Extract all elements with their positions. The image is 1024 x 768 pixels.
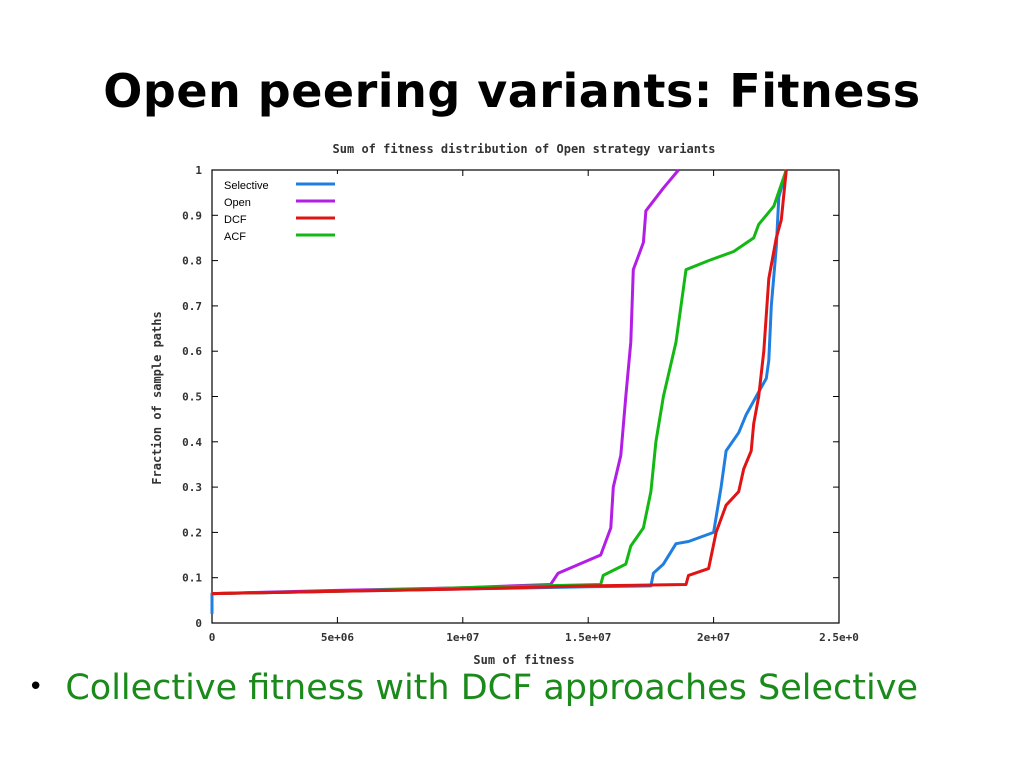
x-tick-label: 2.5e+0 <box>819 631 859 644</box>
x-tick-label: 5e+06 <box>321 631 354 644</box>
slide-title: Open peering variants: Fitness <box>103 64 921 118</box>
y-tick-label: 0.7 <box>182 300 202 313</box>
chart-title: Sum of fitness distribution of Open stra… <box>333 142 716 156</box>
x-tick-label: 1e+07 <box>446 631 479 644</box>
y-tick-label: 0.1 <box>182 572 202 585</box>
bullet-dot-icon: • <box>28 672 44 702</box>
y-tick-label: 0.4 <box>182 436 202 449</box>
legend-label: ACF <box>224 231 246 243</box>
y-axis-label: Fraction of sample paths <box>150 311 164 484</box>
legend-label: Open <box>224 197 251 209</box>
series-line-acf <box>211 169 788 596</box>
legend: Selective Open DCF ACF <box>219 174 341 243</box>
y-tick-label: 0.3 <box>182 481 202 494</box>
x-tick-label: 0 <box>209 631 216 644</box>
axis-ticks: 0 5e+06 1e+07 1.5e+07 2e+07 2.5e+0 0 0.1 0.2 0.3 0… <box>182 164 859 644</box>
x-axis-label: Sum of fitness <box>473 653 574 667</box>
y-tick-label: 0.2 <box>182 526 202 539</box>
y-tick-label: 1 <box>195 164 202 177</box>
series-lines <box>210 169 788 614</box>
x-tick-label: 1.5e+07 <box>565 631 611 644</box>
y-tick-label: 0.9 <box>182 209 202 222</box>
series-line-dcf <box>211 169 788 596</box>
y-tick-label: 0.5 <box>182 391 202 404</box>
bullet-point: • Collective fitness with DCF approaches … <box>28 668 1008 708</box>
legend-label: DCF <box>224 214 247 226</box>
x-tick-label: 2e+07 <box>697 631 730 644</box>
y-tick-label: 0.6 <box>182 345 202 358</box>
bullet-text: Collective fitness with DCF approaches S… <box>65 668 918 708</box>
y-tick-label: 0 <box>195 617 202 630</box>
y-tick-label: 0.8 <box>182 255 202 268</box>
legend-label: Selective <box>224 180 269 192</box>
